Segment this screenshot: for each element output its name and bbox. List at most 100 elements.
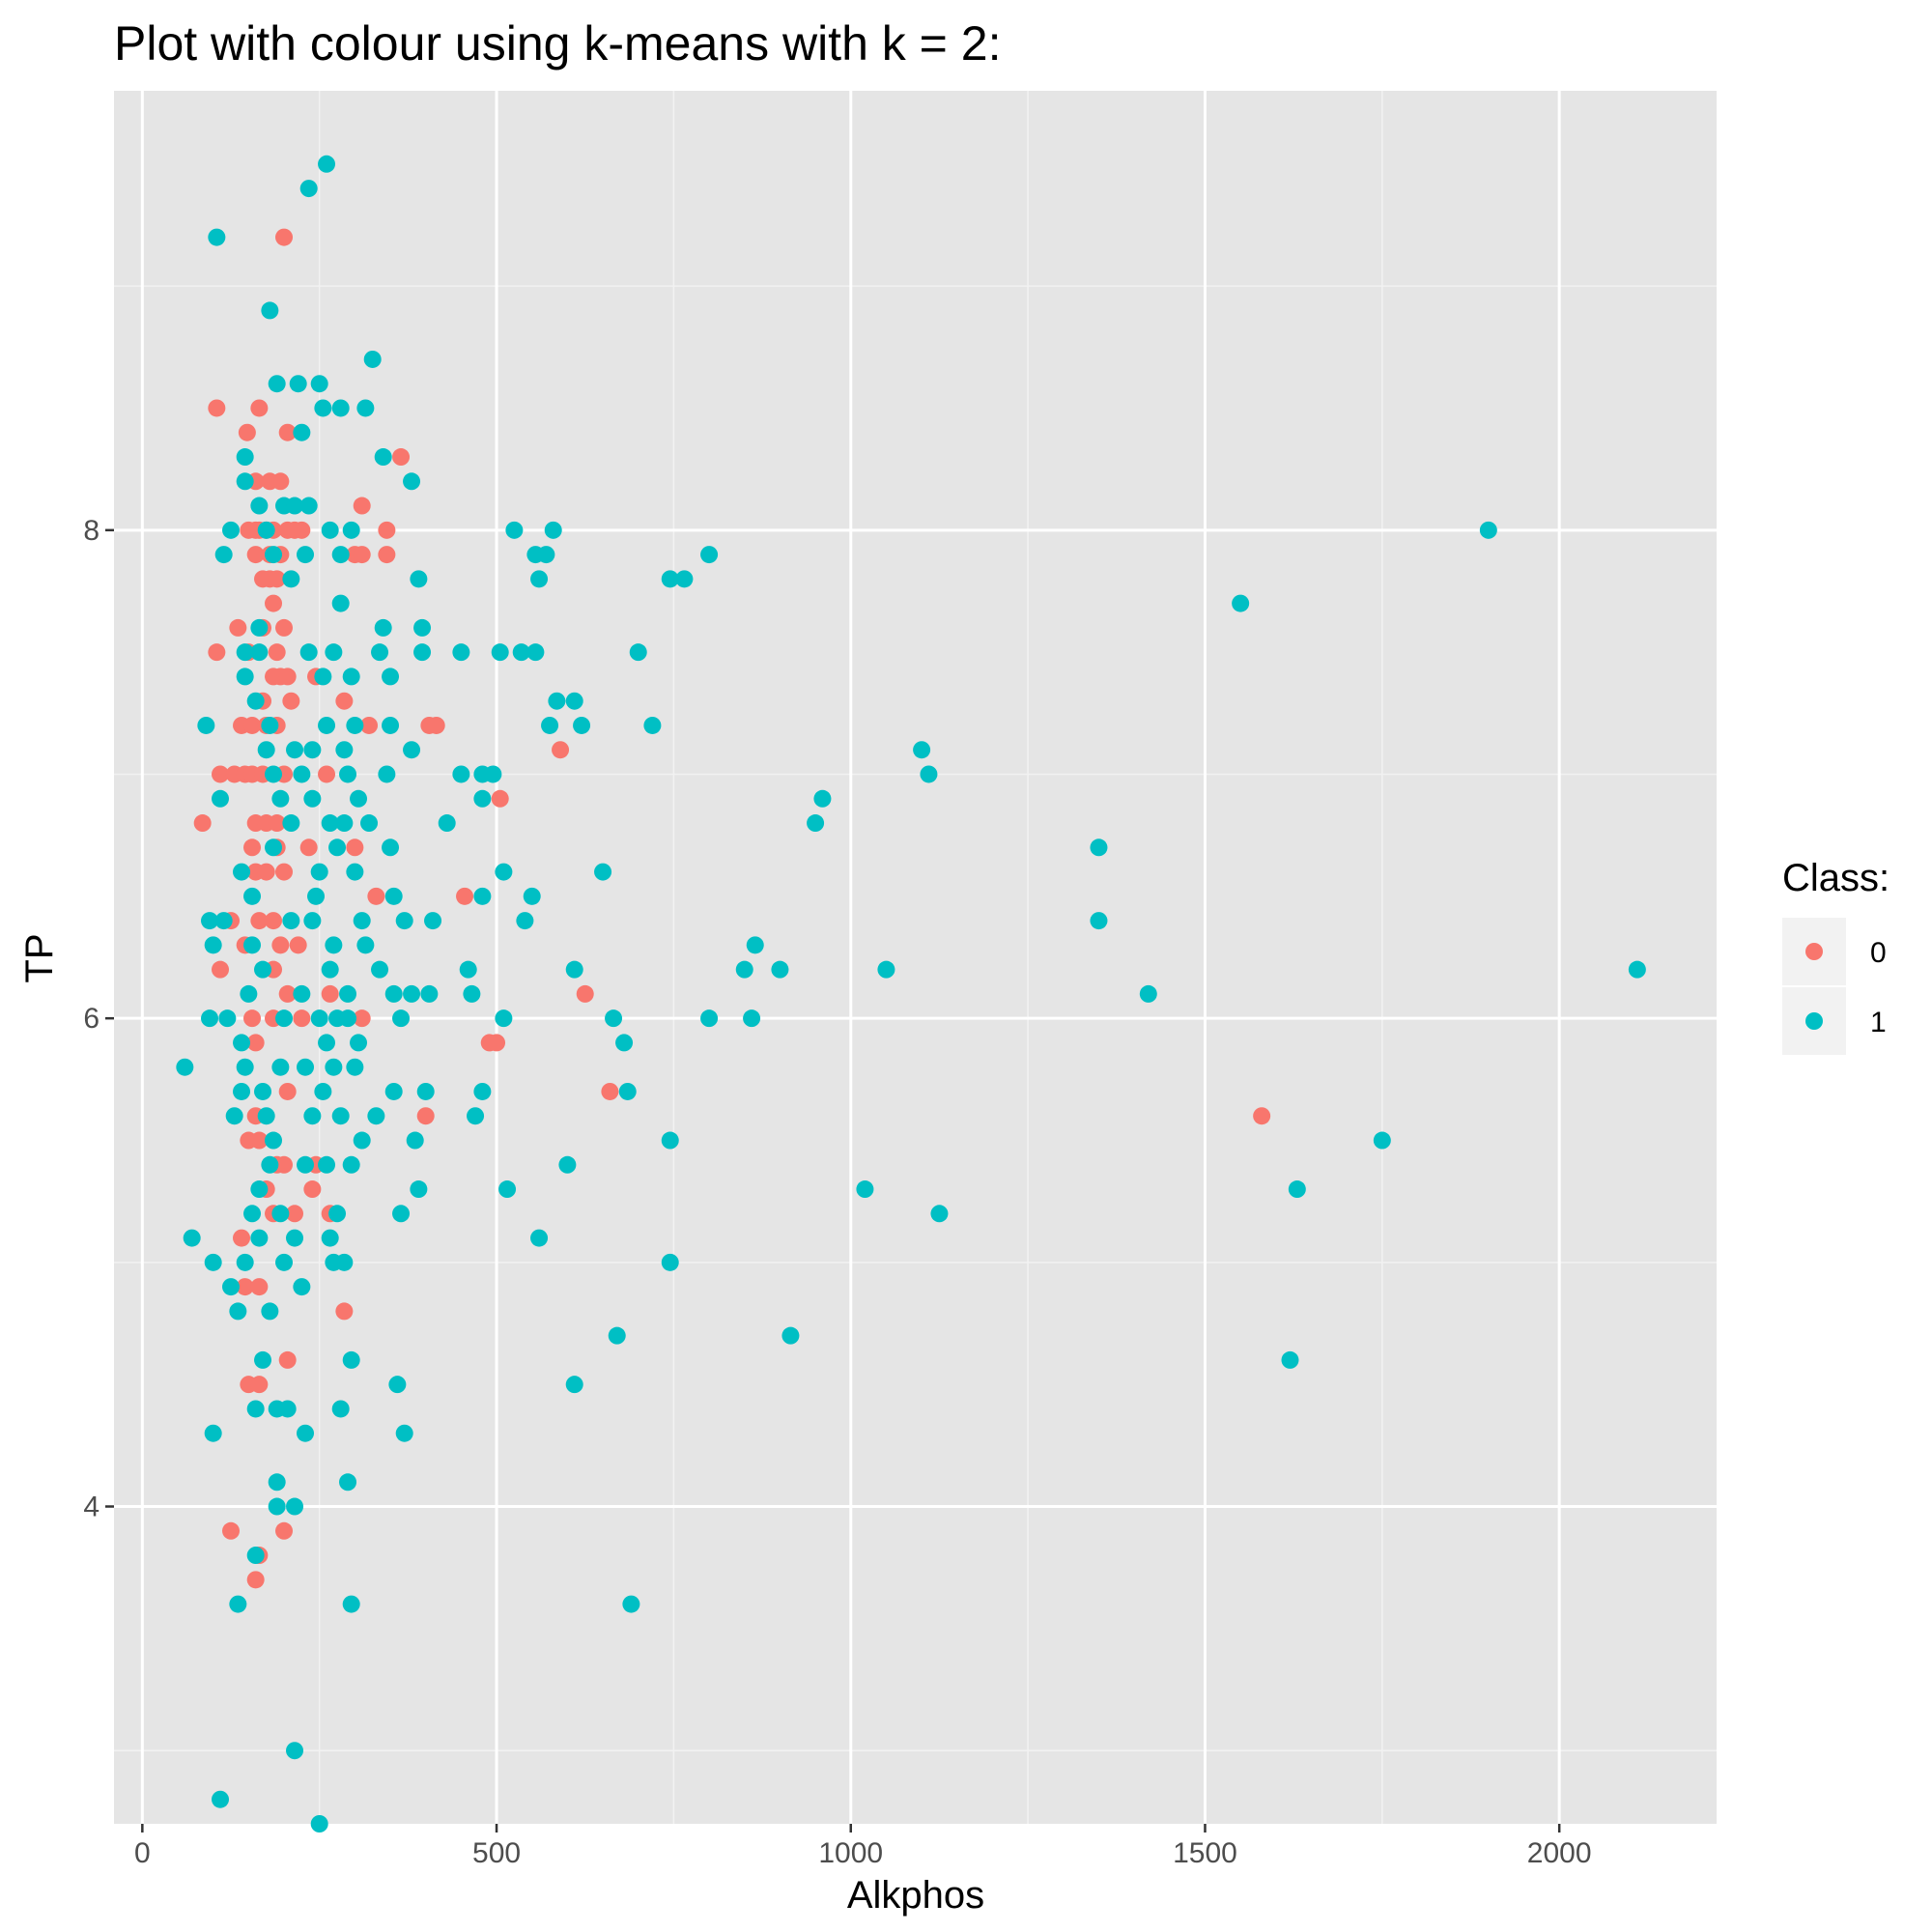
data-point-class-1	[675, 570, 694, 588]
data-point-class-1	[629, 643, 647, 662]
data-point-class-1	[307, 887, 326, 905]
data-point-class-0	[233, 1229, 251, 1247]
data-point-class-0	[335, 1302, 354, 1321]
data-point-class-1	[204, 936, 222, 954]
data-point-class-1	[214, 912, 233, 930]
data-point-class-1	[395, 912, 413, 930]
data-point-class-1	[268, 375, 286, 393]
x-tick-label: 2000	[1527, 1837, 1592, 1869]
data-point-class-1	[271, 789, 290, 808]
data-point-class-1	[594, 863, 612, 881]
data-point-class-1	[268, 1497, 286, 1516]
data-point-class-0	[275, 228, 294, 246]
data-point-class-1	[293, 765, 311, 783]
data-point-class-0	[243, 1009, 262, 1028]
data-point-class-0	[293, 521, 311, 539]
x-tick-label: 1000	[818, 1837, 883, 1869]
data-point-class-1	[229, 1302, 247, 1321]
data-points	[176, 155, 1646, 1833]
data-point-class-1	[325, 936, 343, 954]
major-gridlines	[114, 91, 1717, 1824]
data-point-class-1	[331, 1107, 350, 1125]
data-point-class-1	[416, 1082, 435, 1100]
data-point-class-1	[516, 912, 534, 930]
data-point-class-1	[286, 741, 304, 759]
data-point-class-0	[236, 1278, 254, 1296]
data-point-class-0	[321, 984, 339, 1003]
data-point-class-1	[257, 1107, 275, 1125]
data-point-class-1	[505, 521, 524, 539]
data-point-class-1	[293, 1278, 311, 1296]
data-point-class-0	[278, 668, 297, 686]
data-point-class-0	[250, 1278, 269, 1296]
data-point-class-1	[573, 716, 591, 734]
data-point-class-1	[310, 1815, 328, 1833]
data-point-class-1	[512, 643, 530, 662]
data-point-class-1	[212, 1790, 230, 1808]
data-point-class-1	[1090, 838, 1108, 857]
data-point-class-0	[392, 448, 411, 467]
data-point-class-1	[384, 1082, 403, 1100]
data-point-class-1	[314, 1082, 332, 1100]
data-point-class-1	[495, 1009, 513, 1028]
data-point-class-1	[243, 887, 262, 905]
data-point-class-0	[208, 643, 226, 662]
data-point-class-0	[268, 643, 286, 662]
data-point-class-1	[236, 448, 254, 467]
data-point-class-0	[278, 423, 297, 441]
data-point-class-1	[321, 960, 339, 979]
data-point-class-0	[299, 838, 318, 857]
data-point-class-1	[548, 692, 566, 710]
data-point-class-1	[339, 1473, 357, 1492]
data-point-class-1	[356, 936, 375, 954]
data-point-class-1	[325, 1058, 343, 1076]
data-point-class-1	[236, 1253, 254, 1271]
data-point-class-1	[484, 765, 502, 783]
y-axis-title: TP	[18, 933, 61, 982]
data-point-class-1	[303, 741, 322, 759]
data-point-class-1	[459, 960, 477, 979]
data-point-class-1	[250, 643, 269, 662]
data-point-class-1	[318, 1034, 336, 1052]
data-point-class-1	[229, 1595, 247, 1613]
data-point-class-1	[289, 375, 307, 393]
data-point-class-1	[314, 668, 332, 686]
data-point-class-1	[1139, 984, 1157, 1003]
data-point-class-1	[282, 814, 300, 833]
data-point-class-1	[318, 155, 336, 173]
data-point-class-1	[310, 1009, 328, 1028]
legend-key-label: 1	[1870, 1007, 1887, 1038]
y-tick-label: 4	[83, 1492, 99, 1523]
data-point-class-1	[371, 960, 389, 979]
data-point-class-1	[314, 399, 332, 417]
y-tick-label: 8	[83, 515, 99, 547]
data-point-class-1	[452, 643, 470, 662]
data-point-class-0	[353, 1009, 371, 1028]
data-point-class-1	[331, 594, 350, 612]
data-point-class-1	[254, 960, 272, 979]
data-point-class-0	[243, 838, 262, 857]
data-point-class-1	[382, 716, 400, 734]
legend: Class: 01	[1782, 857, 1889, 1055]
data-point-class-1	[342, 1155, 360, 1174]
data-point-class-1	[1373, 1131, 1391, 1150]
data-point-class-0	[360, 716, 379, 734]
data-point-class-1	[265, 1131, 283, 1150]
data-point-class-1	[353, 912, 371, 930]
data-point-class-1	[410, 1180, 428, 1199]
legend-keys: 01	[1782, 918, 1887, 1055]
data-point-class-1	[246, 1400, 265, 1418]
data-point-class-1	[331, 546, 350, 564]
data-point-class-1	[261, 716, 279, 734]
data-point-class-0	[293, 1009, 311, 1028]
data-point-class-1	[236, 1058, 254, 1076]
data-point-class-1	[661, 1131, 679, 1150]
data-point-class-1	[278, 1400, 297, 1418]
data-point-class-0	[456, 887, 474, 905]
data-point-class-1	[661, 570, 679, 588]
data-point-class-1	[413, 643, 432, 662]
data-point-class-1	[342, 521, 360, 539]
data-point-class-1	[250, 1229, 269, 1247]
data-point-class-0	[212, 960, 230, 979]
data-point-class-1	[197, 716, 215, 734]
